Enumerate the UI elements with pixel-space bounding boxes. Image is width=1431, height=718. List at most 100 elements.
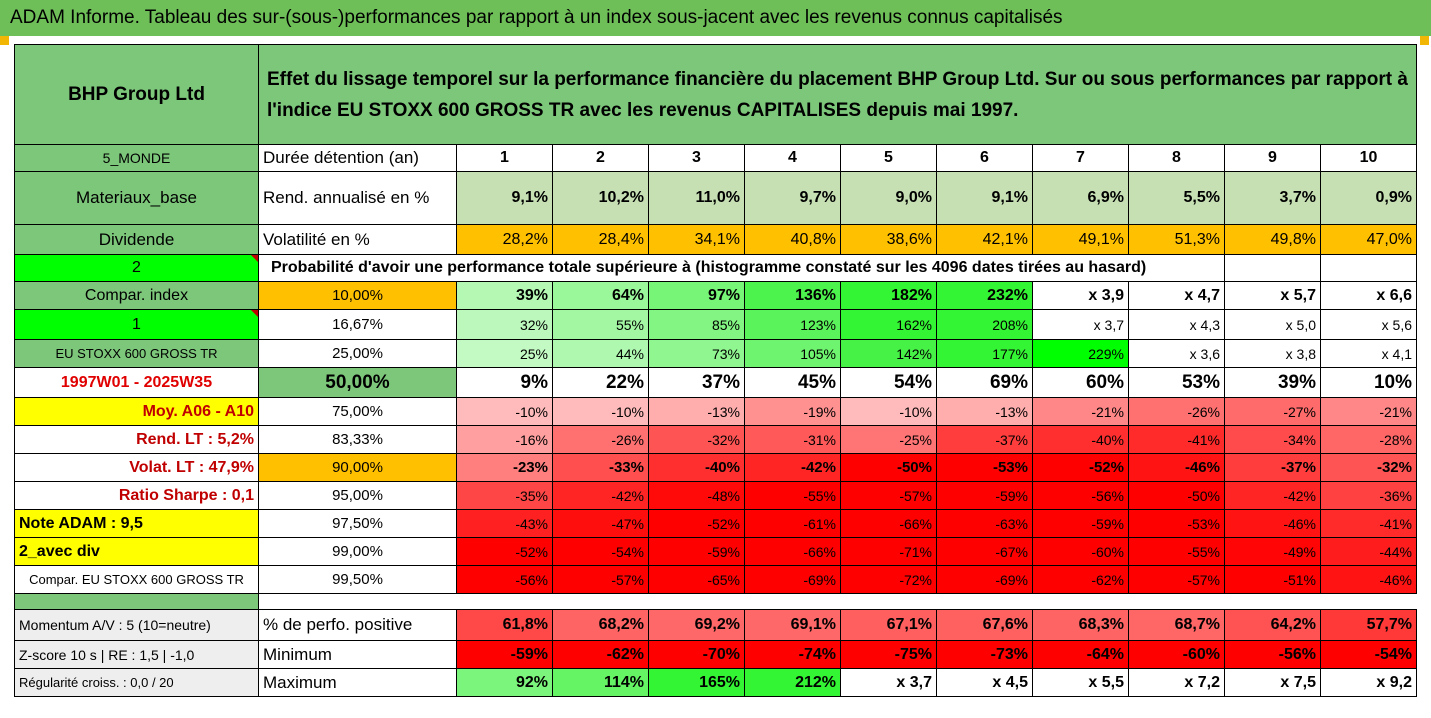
value-cell: -60% bbox=[1128, 640, 1225, 669]
value-cell: -16% bbox=[456, 425, 553, 454]
value-cell: x 3,7 bbox=[840, 668, 937, 697]
value-cell: -52% bbox=[648, 509, 745, 538]
value-cell: 39% bbox=[1224, 367, 1321, 398]
value-cell: -10% bbox=[840, 397, 937, 426]
value-cell: -21% bbox=[1320, 397, 1417, 426]
value-cell: 177% bbox=[936, 339, 1033, 368]
value-cell: -35% bbox=[456, 481, 553, 510]
value-cell: 55% bbox=[552, 309, 649, 340]
value-cell: -21% bbox=[1032, 397, 1129, 426]
value-cell: 7 bbox=[1032, 144, 1129, 172]
value-cell: -32% bbox=[1320, 453, 1417, 482]
value-cell: -36% bbox=[1320, 481, 1417, 510]
value-cell: 42,1% bbox=[936, 224, 1033, 255]
value-cell: 60% bbox=[1032, 367, 1129, 398]
value-cell: 229% bbox=[1032, 339, 1129, 368]
value-cell: 1 bbox=[456, 144, 553, 172]
value-cell: 69% bbox=[936, 367, 1033, 398]
value-cell: -50% bbox=[840, 453, 937, 482]
value-cell: -26% bbox=[1128, 397, 1225, 426]
value-cell: 49,1% bbox=[1032, 224, 1129, 255]
value-cell: x 4,1 bbox=[1320, 339, 1417, 368]
value-cell: -43% bbox=[456, 509, 553, 538]
row-label: Moy. A06 - A10 bbox=[14, 397, 259, 426]
value-cell: 11,0% bbox=[648, 171, 745, 225]
company-name: BHP Group Ltd bbox=[14, 44, 259, 145]
value-cell: -62% bbox=[1032, 565, 1129, 594]
row-key: 90,00% bbox=[258, 453, 457, 482]
value-cell: 10 bbox=[1320, 144, 1417, 172]
value-cell: -19% bbox=[744, 397, 841, 426]
value-cell: -59% bbox=[936, 481, 1033, 510]
row-key: 99,00% bbox=[258, 537, 457, 566]
empty-cell bbox=[1224, 254, 1321, 282]
value-cell: 9,7% bbox=[744, 171, 841, 225]
row-label: Dividende bbox=[14, 224, 259, 255]
value-cell: 8 bbox=[1128, 144, 1225, 172]
value-cell: -34% bbox=[1224, 425, 1321, 454]
row-key: 83,33% bbox=[258, 425, 457, 454]
value-cell: 25% bbox=[456, 339, 553, 368]
value-cell: -10% bbox=[552, 397, 649, 426]
row-key: % de perfo. positive bbox=[258, 609, 457, 641]
row-label: Régularité croiss. : 0,0 / 20 bbox=[14, 668, 259, 697]
value-cell: x 7,2 bbox=[1128, 668, 1225, 697]
value-cell: 49,8% bbox=[1224, 224, 1321, 255]
value-cell: -65% bbox=[648, 565, 745, 594]
table-row: 2 Probabilité d'avoir une performance tot… bbox=[14, 254, 1417, 282]
row-key: 97,50% bbox=[258, 509, 457, 538]
value-cell: -37% bbox=[936, 425, 1033, 454]
table-row: Materiaux_base Rend. annualisé en % 9,1% 10… bbox=[14, 171, 1417, 225]
value-cell: -41% bbox=[1128, 425, 1225, 454]
row-label: Ratio Sharpe : 0,1 bbox=[14, 481, 259, 510]
value-cell: -48% bbox=[648, 481, 745, 510]
value-cell: -46% bbox=[1128, 453, 1225, 482]
row-label: 1 bbox=[14, 309, 259, 340]
value-cell: 3 bbox=[648, 144, 745, 172]
value-cell: -72% bbox=[840, 565, 937, 594]
report-banner: ADAM Informe. Tableau des sur-(sous-)per… bbox=[0, 0, 1431, 36]
value-cell: 68,2% bbox=[552, 609, 649, 641]
value-cell: -37% bbox=[1224, 453, 1321, 482]
corner-marker-left bbox=[0, 36, 9, 45]
value-cell: 9 bbox=[1224, 144, 1321, 172]
value-cell: -27% bbox=[1224, 397, 1321, 426]
value-cell: x 5,0 bbox=[1224, 309, 1321, 340]
row-label bbox=[14, 593, 259, 610]
value-cell: x 3,6 bbox=[1128, 339, 1225, 368]
value-cell: x 9,2 bbox=[1320, 668, 1417, 697]
value-cell: 28,2% bbox=[456, 224, 553, 255]
row-label: Materiaux_base bbox=[14, 171, 259, 225]
value-cell: -31% bbox=[744, 425, 841, 454]
row-label: Momentum A/V : 5 (10=neutre) bbox=[14, 609, 259, 641]
value-cell: 232% bbox=[936, 281, 1033, 310]
value-cell: 32% bbox=[456, 309, 553, 340]
row-label: 5_MONDE bbox=[14, 144, 259, 172]
value-cell: -63% bbox=[936, 509, 1033, 538]
value-cell: -13% bbox=[936, 397, 1033, 426]
value-cell: -56% bbox=[1224, 640, 1321, 669]
value-cell: -55% bbox=[744, 481, 841, 510]
table-row: Régularité croiss. : 0,0 / 20 Maximum 92% 1… bbox=[14, 668, 1417, 697]
value-cell: x 3,8 bbox=[1224, 339, 1321, 368]
value-cell: -75% bbox=[840, 640, 937, 669]
value-cell: 47,0% bbox=[1320, 224, 1417, 255]
value-cell: -54% bbox=[1320, 640, 1417, 669]
value-cell: -66% bbox=[840, 509, 937, 538]
value-cell: x 7,5 bbox=[1224, 668, 1321, 697]
value-cell: -57% bbox=[1128, 565, 1225, 594]
value-cell: 6,9% bbox=[1032, 171, 1129, 225]
value-cell: 64,2% bbox=[1224, 609, 1321, 641]
value-cell: 67,1% bbox=[840, 609, 937, 641]
table-row bbox=[14, 593, 1417, 610]
value-cell: 22% bbox=[552, 367, 649, 398]
table-row: 1 16,67% 32% 55% 85% 123% 162% 208% x 3,7 x 4,3 x … bbox=[14, 309, 1417, 340]
value-cell: 105% bbox=[744, 339, 841, 368]
value-cell: x 4,5 bbox=[936, 668, 1033, 697]
row-label: Note ADAM : 9,5 bbox=[14, 509, 259, 538]
table-row: Ratio Sharpe : 0,1 95,00% -35% -42% -48% -55%… bbox=[14, 481, 1417, 510]
value-cell: 212% bbox=[744, 668, 841, 697]
value-cell: -26% bbox=[552, 425, 649, 454]
table-row: Rend. LT : 5,2% 83,33% -16% -26% -32% -31% -25… bbox=[14, 425, 1417, 454]
value-cell: 53% bbox=[1128, 367, 1225, 398]
